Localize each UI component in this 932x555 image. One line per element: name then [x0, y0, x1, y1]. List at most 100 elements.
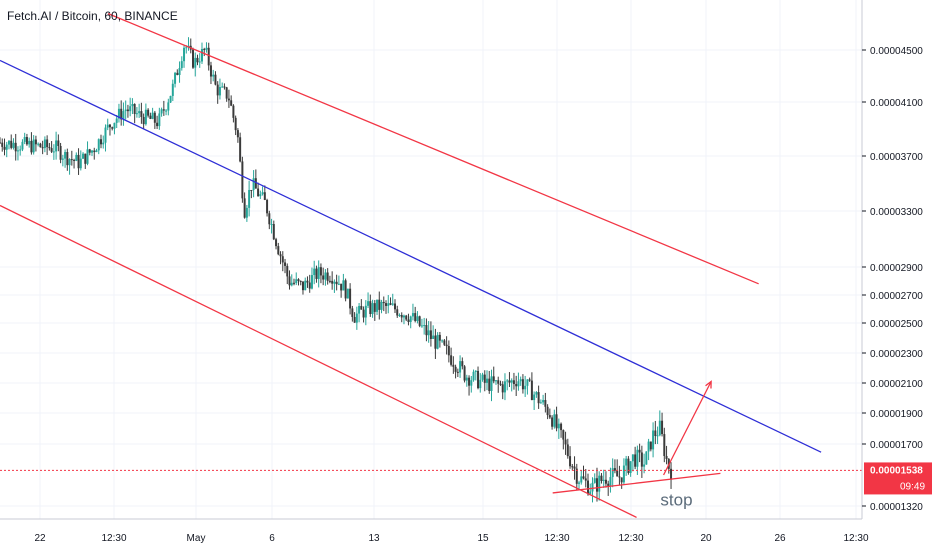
- candle-body: [582, 476, 585, 479]
- candle-body: [304, 280, 307, 291]
- candle-body: [194, 57, 197, 68]
- candle-body: [533, 394, 536, 401]
- support-line[interactable]: [552, 472, 721, 494]
- x-tick-label: 12:30: [843, 533, 868, 544]
- mid-trend-line[interactable]: [0, 59, 822, 453]
- candle-body: [501, 384, 504, 393]
- candle-body: [358, 305, 361, 314]
- candle-body: [165, 110, 168, 112]
- candle-body: [299, 281, 302, 283]
- candle-body: [124, 109, 127, 112]
- candle-body: [129, 106, 132, 112]
- candle-body: [346, 288, 349, 299]
- candle-body: [61, 158, 64, 160]
- candle-body: [535, 392, 538, 395]
- candle-body: [77, 154, 80, 169]
- candle-body: [566, 444, 569, 457]
- candle-body: [454, 366, 457, 372]
- candle-body: [32, 139, 35, 153]
- candle-body: [393, 303, 396, 310]
- candle-body: [126, 109, 129, 112]
- y-tick-label: 0.00003700: [870, 152, 923, 163]
- candle-body: [380, 301, 383, 310]
- candle-body: [200, 49, 203, 62]
- candle-body: [178, 68, 181, 75]
- candle-body: [21, 141, 24, 150]
- candle-body: [409, 316, 412, 322]
- candle-body: [147, 109, 150, 116]
- candle-body: [389, 303, 392, 305]
- candle-body: [420, 325, 423, 327]
- candle-body: [443, 340, 446, 345]
- projection-arrow[interactable]: [663, 381, 712, 476]
- candle-body: [391, 303, 394, 305]
- candle-body: [82, 153, 85, 159]
- candle-body: [631, 454, 634, 462]
- candle-body: [472, 371, 475, 381]
- candle-body: [578, 482, 581, 484]
- candle-body: [515, 384, 518, 387]
- candle-body: [46, 139, 49, 148]
- x-tick-label: 22: [34, 533, 46, 544]
- candle-body: [647, 441, 650, 452]
- x-tick-label: 26: [774, 533, 786, 544]
- drawings: stop: [0, 12, 862, 519]
- candle-body: [548, 415, 551, 418]
- y-tick-label: 0.00004500: [870, 46, 923, 57]
- candle-body: [447, 346, 450, 356]
- candle-body: [463, 366, 466, 381]
- candle-body: [95, 150, 98, 153]
- candle-body: [243, 198, 246, 218]
- candle-body: [270, 224, 273, 226]
- candle-body: [364, 305, 367, 318]
- candle-body: [156, 122, 159, 127]
- candle-body: [360, 305, 363, 310]
- candle-body: [43, 139, 46, 149]
- candle-body: [589, 491, 592, 495]
- candle-body: [344, 280, 347, 299]
- candle-body: [254, 178, 257, 189]
- candle-body: [16, 150, 19, 152]
- candle-body: [512, 380, 515, 385]
- candle-body: [539, 402, 542, 404]
- candle-body: [331, 280, 334, 284]
- candle-body: [663, 434, 666, 457]
- candle-body: [400, 315, 403, 318]
- candle-body: [115, 118, 118, 123]
- candle-body: [340, 283, 343, 291]
- lower-channel-line[interactable]: [0, 204, 637, 519]
- candle-body: [441, 340, 444, 342]
- candle-body: [335, 281, 338, 285]
- candle-body: [351, 308, 354, 317]
- candle-body: [138, 111, 141, 114]
- candle-body: [64, 152, 67, 159]
- candle-body: [521, 379, 524, 390]
- candle-body: [223, 86, 226, 88]
- candle-body: [488, 378, 491, 391]
- candle-body: [317, 267, 320, 279]
- candle-body: [629, 461, 632, 473]
- candle-body: [192, 49, 195, 68]
- candle-body: [600, 475, 603, 481]
- candle-body: [180, 61, 183, 69]
- x-tick-label: 12:30: [618, 533, 643, 544]
- candle-body: [524, 385, 527, 390]
- stop-annotation[interactable]: stop: [660, 491, 692, 510]
- candle-body: [111, 127, 114, 129]
- candle-body: [319, 267, 322, 276]
- candle-body: [30, 140, 33, 153]
- candle-body: [385, 303, 388, 306]
- x-tick-label: 12:30: [544, 533, 569, 544]
- candle-body: [425, 325, 428, 336]
- upper-channel-line[interactable]: [107, 12, 759, 285]
- candle-body: [214, 74, 217, 85]
- y-tick-label: 0.00002700: [870, 291, 923, 302]
- candle-body: [618, 476, 621, 478]
- x-tick-label: 12:30: [101, 533, 126, 544]
- candle-body: [234, 117, 237, 131]
- candle-body: [66, 152, 69, 166]
- candle-body: [477, 370, 480, 389]
- candle-body: [39, 143, 42, 148]
